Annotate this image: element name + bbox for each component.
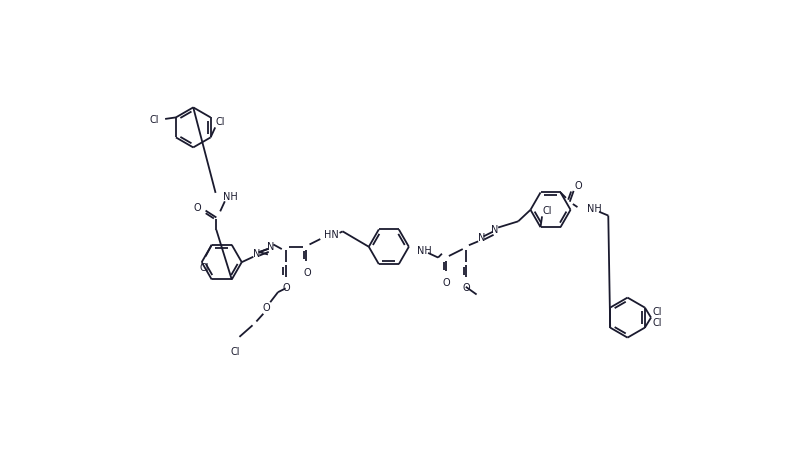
Text: Cl: Cl (652, 318, 661, 328)
Text: O: O (573, 180, 581, 191)
Text: NH: NH (416, 246, 431, 256)
Text: Cl: Cl (652, 307, 661, 317)
Text: O: O (262, 303, 269, 313)
Text: HN: HN (324, 230, 338, 240)
Text: NH: NH (586, 205, 601, 214)
Text: NH: NH (223, 192, 237, 202)
Text: N: N (266, 242, 273, 252)
Text: Cl: Cl (149, 115, 159, 125)
Text: N: N (491, 225, 498, 235)
Text: O: O (303, 267, 310, 278)
Text: O: O (193, 203, 200, 213)
Text: N: N (253, 249, 260, 259)
Text: Cl: Cl (230, 347, 240, 357)
Text: O: O (442, 279, 450, 288)
Text: O: O (282, 283, 290, 293)
Text: N: N (477, 233, 484, 243)
Text: O: O (462, 283, 470, 293)
Text: Cl: Cl (216, 117, 225, 127)
Text: Cl: Cl (199, 263, 209, 272)
Text: Cl: Cl (542, 206, 552, 216)
